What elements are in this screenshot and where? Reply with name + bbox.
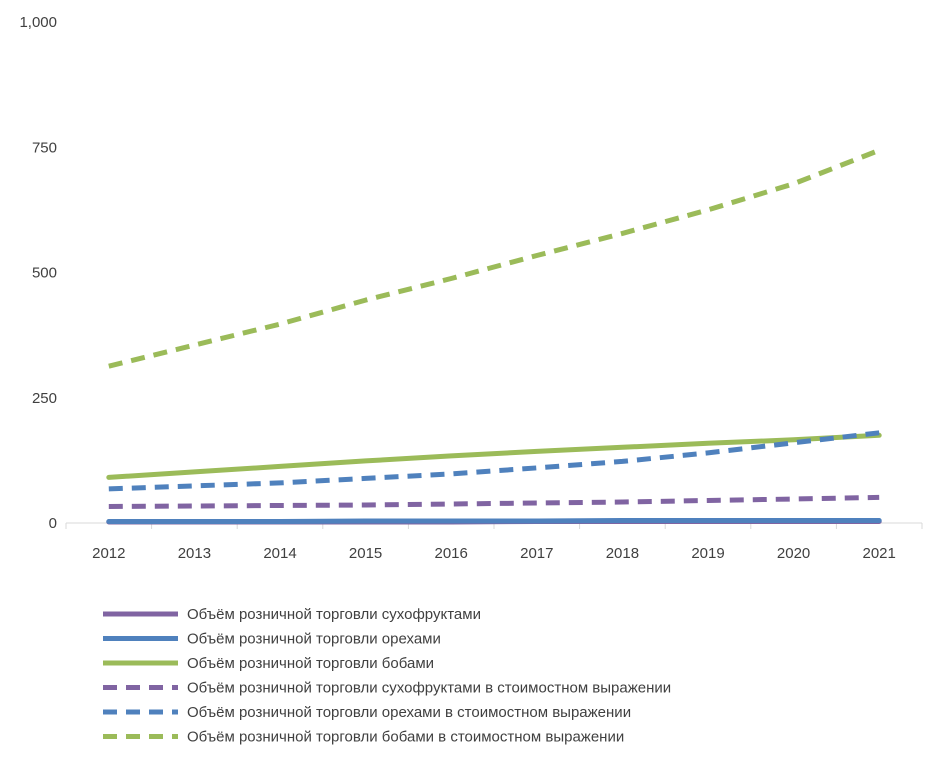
- series-line: [106, 432, 882, 480]
- legend-item: Объём розничной торговли бобами: [103, 655, 434, 672]
- series-line: [108, 430, 880, 492]
- y-tick-label: 500: [32, 265, 57, 282]
- y-tick-label: 750: [32, 139, 57, 156]
- legend-item: Объём розничной торговли сухофруктами: [103, 606, 481, 623]
- x-tick-label: 2021: [863, 545, 896, 562]
- x-tick-label: 2012: [92, 545, 125, 562]
- x-tick-label: 2014: [263, 545, 296, 562]
- x-tick-label: 2013: [178, 545, 211, 562]
- series-line: [108, 147, 881, 369]
- x-tick-label: 2020: [777, 545, 810, 562]
- legend-label: Объём розничной торговли орехами в стоим…: [187, 704, 631, 721]
- x-tick-label: 2015: [349, 545, 382, 562]
- legend-item: Объём розничной торговли орехами: [103, 631, 441, 648]
- x-tick-label: 2018: [606, 545, 639, 562]
- legend-item: Объём розничной торговли бобами в стоимо…: [103, 729, 624, 746]
- legend: Объём розничной торговли сухофруктами Объ…: [103, 606, 671, 746]
- legend-item: Объём розничной торговли орехами в стоим…: [103, 704, 631, 721]
- legend-label: Объём розничной торговли сухофруктами: [187, 606, 481, 623]
- series-lines: [106, 147, 882, 525]
- legend-item: Объём розничной торговли сухофруктами в …: [103, 680, 671, 697]
- series-line: [106, 518, 882, 524]
- y-axis-ticks: 0 250 500 750 1,000: [19, 14, 57, 532]
- legend-label: Объём розничной торговли бобами в стоимо…: [187, 729, 624, 746]
- legend-label: Объём розничной торговли орехами: [187, 631, 441, 648]
- x-axis: 2012 2013 2014 2015 2016 2017 2018 2019 2020 2021: [65, 522, 923, 562]
- y-tick-label: 0: [49, 515, 57, 532]
- x-tick-label: 2016: [435, 545, 468, 562]
- x-tick-label: 2017: [520, 545, 553, 562]
- legend-label: Объём розничной торговли бобами: [187, 655, 434, 672]
- x-tick-label: 2019: [691, 545, 724, 562]
- y-tick-label: 1,000: [19, 14, 57, 31]
- series-line: [108, 494, 880, 509]
- y-tick-label: 250: [32, 390, 57, 407]
- legend-label: Объём розничной торговли сухофруктами в …: [187, 680, 671, 697]
